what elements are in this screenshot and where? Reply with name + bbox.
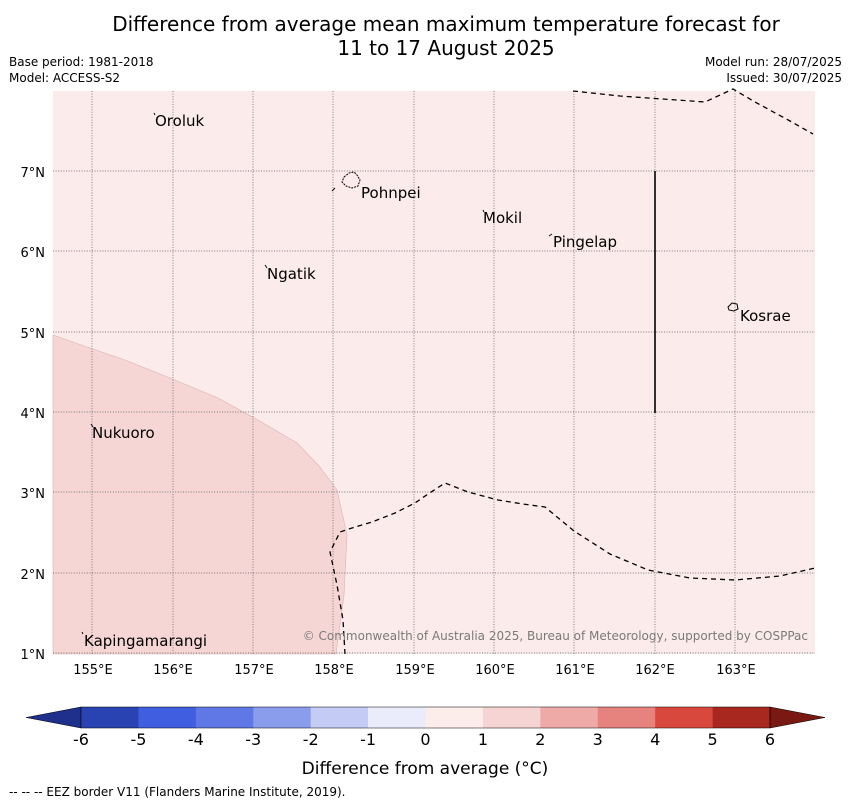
colorbar-swatch [482,707,541,728]
copyright-notice: © Commonwealth of Australia 2025, Bureau… [303,629,808,643]
colorbar-tick-label: 6 [765,730,775,749]
kapingamarangi-mark [81,631,84,635]
place-label-pingelap: Pingelap [553,233,617,251]
colorbar-swatch [310,707,369,728]
lon-label: 156°E [153,663,193,678]
colorbar-tick-label: -5 [130,730,146,749]
colorbar-swatch [540,707,599,728]
colorbar-swatch [253,707,311,728]
lat-label: 6°N [21,246,46,261]
eez-border-north [572,88,814,135]
colorbar-tick-label: 3 [593,730,603,749]
eez-footnote: -- -- -- EEZ border V11 (Flanders Marine… [9,785,346,799]
kosrae-island [727,302,739,312]
ngatik-mark [264,264,268,269]
place-label-kosrae: Kosrae [740,307,791,325]
colorbar-swatch [81,707,139,728]
colorbar-tick-label: 5 [707,730,717,749]
oroluk-mark [153,112,156,116]
atoll-marks [81,112,553,635]
model-run: Model run: 28/07/2025 [704,55,842,69]
mokil-mark [482,209,485,213]
lon-label: 158°E [314,663,354,678]
lon-label: 159°E [395,663,435,678]
colorbar-extension-low [25,706,82,729]
colorbar-swatch [138,707,197,728]
colorbar-extension-high [769,706,826,729]
lat-label: 7°N [21,166,46,181]
place-label-kapingamarangi: Kapingamarangi [84,632,207,650]
longitude-labels: 155°E 156°E 157°E 158°E 159°E 160°E 161°… [73,663,756,678]
pingelap-mark [548,233,553,237]
title-line-2: 11 to 17 August 2025 [337,36,555,60]
colorbar-tick-label: -6 [73,730,89,749]
lon-label: 161°E [555,663,595,678]
colorbar-tick-label: 4 [650,730,660,749]
colorbar-swatch [712,707,771,728]
title-line-1: Difference from average mean maximum tem… [112,12,780,36]
lat-label: 1°N [21,648,46,663]
place-label-ngatik: Ngatik [267,265,316,283]
lat-label: 5°N [21,327,46,342]
anomaly-region-1-to-2 [52,334,348,655]
colorbar-swatch [195,707,254,728]
nukuoro-mark [90,423,94,428]
pohnpei-reef-mark [331,187,336,192]
colorbar-swatch [425,707,484,728]
meta-left: Base period: 1981-2018 Model: ACCESS-S2 [9,54,154,86]
colorbar-swatch [368,707,426,728]
place-label-nukuoro: Nukuoro [92,424,155,442]
place-label-mokil: Mokil [483,209,522,227]
pohnpei-island [341,171,361,189]
colorbar-tick-label: -1 [360,730,376,749]
eez-border-south [329,482,816,655]
colorbar-label: Difference from average (°C) [302,759,549,779]
place-label-pohnpei: Pohnpei [361,184,421,202]
colorbar-tick-label: -3 [245,730,261,749]
model-name: Model: ACCESS-S2 [9,71,121,85]
lon-label: 162°E [635,663,675,678]
colorbar-swatch [655,707,713,728]
lon-label: 163°E [716,663,756,678]
colorbar-frame [80,706,771,729]
colorbar-swatch [597,707,656,728]
place-label-oroluk: Oroluk [155,112,204,130]
lat-label: 3°N [21,487,46,502]
base-period: Base period: 1981-2018 [9,55,154,69]
colorbar: -6 -5 -4 -3 -2 -1 0 1 2 3 4 5 6 [25,706,826,749]
lat-label: 4°N [21,407,46,422]
lon-label: 155°E [73,663,113,678]
chart-title: Difference from average mean maximum tem… [0,12,850,60]
eez-borders [329,88,816,655]
lon-label: 157°E [234,663,274,678]
colorbar-tick-label: -2 [303,730,319,749]
meta-right: Model run: 28/07/2025 Issued: 30/07/2025 [705,54,842,86]
issued-date: Issued: 30/07/2025 [726,71,842,85]
colorbar-tick-label: 0 [420,730,430,749]
colorbar-tick-label: -4 [188,730,204,749]
latitude-labels: 7°N 6°N 5°N 4°N 3°N 2°N 1°N [21,166,46,663]
place-labels: Oroluk Pohnpei Mokil Pingelap Ngatik Kos… [84,112,791,650]
lon-label: 160°E [475,663,515,678]
lat-label: 2°N [21,568,46,583]
colorbar-tick-label: 2 [535,730,545,749]
colorbar-tick-label: 1 [478,730,488,749]
